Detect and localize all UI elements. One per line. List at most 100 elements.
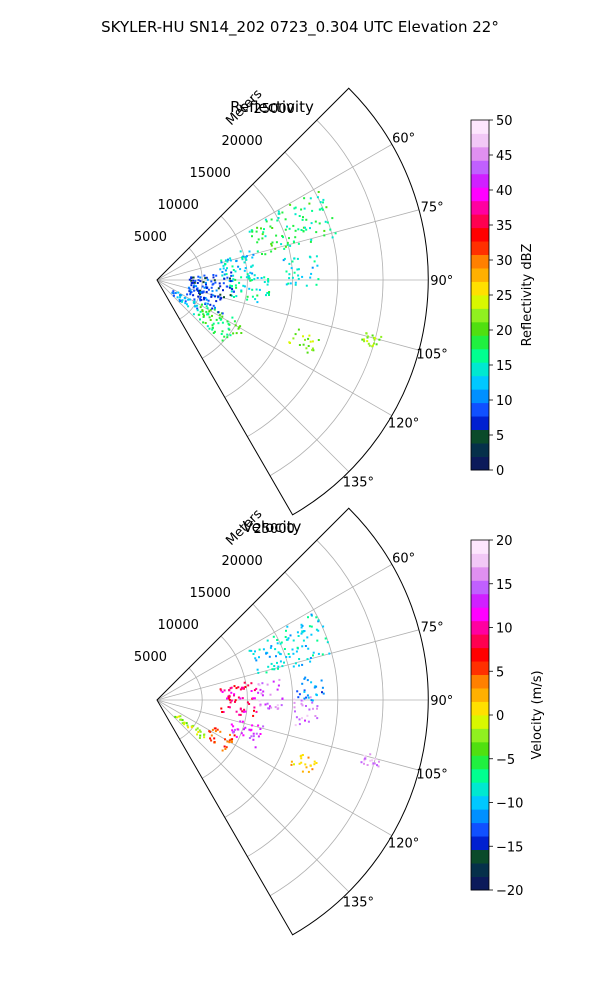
- reflectivity-echo-gate: [309, 340, 312, 343]
- velocity-echo-region-8: [174, 715, 206, 739]
- velocity-echo-gate: [261, 694, 264, 697]
- reflectivity-echo-gate: [267, 278, 270, 280]
- velocity-colorbar-segment: [471, 782, 489, 797]
- reflectivity-echo-gate: [206, 278, 209, 281]
- reflectivity-echo-gate: [325, 206, 328, 209]
- velocity-echo-gate: [294, 710, 296, 713]
- velocity-echo-gate: [316, 717, 319, 720]
- reflectivity-echo-gate: [226, 267, 228, 270]
- reflectivity-echo-gate: [229, 284, 232, 287]
- velocity-echo-gate: [258, 684, 261, 687]
- reflectivity-echo-gate: [249, 271, 252, 274]
- velocity-colorbar-segment: [471, 701, 489, 716]
- velocity-echo-gate: [301, 682, 304, 685]
- reflectivity-azimuth-tick-label: 90°: [430, 274, 453, 289]
- reflectivity-echo-gate: [301, 218, 304, 221]
- reflectivity-echo-gate: [235, 295, 238, 298]
- velocity-echo-gate: [291, 648, 294, 651]
- velocity-echo-gate: [296, 690, 299, 693]
- velocity-echo-gate: [311, 699, 314, 702]
- velocity-echo-gate: [209, 737, 212, 740]
- reflectivity-echo-gate: [372, 336, 375, 339]
- velocity-echo-gate: [179, 715, 182, 718]
- velocity-echo-gate: [242, 686, 245, 689]
- reflectivity-echo-gate: [190, 291, 193, 294]
- velocity-echo-gate: [252, 653, 255, 655]
- reflectivity-range-ring-2: [201, 215, 248, 359]
- reflectivity-echo-gate: [210, 280, 213, 283]
- reflectivity-echo-gate: [208, 327, 211, 330]
- velocity-echo-gate: [230, 691, 233, 694]
- reflectivity-echo-gate: [303, 207, 306, 210]
- velocity-echo-gate: [253, 706, 256, 709]
- reflectivity-echo-gate: [221, 315, 224, 318]
- velocity-echo-gate: [221, 711, 224, 713]
- reflectivity-echo-gate: [283, 247, 286, 250]
- velocity-echo-gate: [285, 638, 288, 641]
- reflectivity-echo-gate: [317, 339, 320, 341]
- reflectivity-echo-gate: [366, 335, 369, 338]
- reflectivity-echo-gate: [181, 299, 184, 302]
- velocity-echo-gate: [360, 761, 363, 764]
- reflectivity-echo-gate: [287, 282, 290, 285]
- velocity-echo-gate: [230, 723, 233, 726]
- velocity-echo-gate: [269, 646, 272, 649]
- velocity-azimuth-tick-label: 135°: [343, 895, 374, 910]
- reflectivity-colorbar-segment: [471, 443, 489, 457]
- reflectivity-echo-gate: [263, 228, 265, 231]
- reflectivity-echo-gate: [298, 344, 301, 346]
- velocity-echo-gate: [221, 691, 224, 693]
- reflectivity-echo-gate: [264, 218, 267, 221]
- velocity-echo-gate: [259, 733, 262, 735]
- velocity-echo-gate: [284, 636, 287, 638]
- velocity-range-ring-4: [247, 571, 339, 857]
- velocity-echo-gate: [307, 696, 310, 699]
- reflectivity-range-ring-4: [247, 151, 339, 437]
- reflectivity-echo-gate: [315, 231, 318, 234]
- velocity-echo-gate: [300, 757, 303, 760]
- reflectivity-echo-gate: [232, 332, 235, 335]
- reflectivity-echo-gate: [215, 300, 218, 303]
- reflectivity-echo-gate: [208, 316, 211, 319]
- velocity-azimuth-gridline-2: [156, 629, 420, 701]
- reflectivity-echo-gate: [331, 236, 334, 239]
- reflectivity-echo-gate: [256, 250, 259, 253]
- reflectivity-echo-gate: [228, 323, 231, 326]
- velocity-echo-gate: [277, 707, 280, 710]
- reflectivity-echo-gate: [224, 269, 227, 272]
- reflectivity-echo-gate: [196, 309, 199, 312]
- reflectivity-echo-gate: [318, 208, 321, 211]
- reflectivity-echo-gate: [374, 337, 377, 340]
- reflectivity-echo-gate: [243, 285, 246, 288]
- velocity-echo-gate: [199, 730, 202, 733]
- reflectivity-echo-gate: [212, 304, 215, 307]
- reflectivity-echo-gate: [225, 285, 228, 288]
- reflectivity-echo-gate: [256, 301, 259, 304]
- reflectivity-echo-gate: [201, 309, 204, 312]
- velocity-echo-gate: [316, 705, 319, 708]
- reflectivity-echo-gate: [265, 220, 268, 223]
- reflectivity-echo-gate: [220, 297, 223, 300]
- velocity-echo-gate: [321, 691, 323, 694]
- velocity-colorbar-tick-label: 10: [496, 622, 513, 637]
- reflectivity-echo-gate: [378, 338, 381, 341]
- reflectivity-echo-gate: [257, 238, 260, 241]
- reflectivity-echo-gate: [214, 295, 216, 298]
- reflectivity-echo-gate: [288, 227, 291, 230]
- velocity-echo-gate: [301, 645, 304, 648]
- reflectivity-echo-gate: [268, 291, 271, 293]
- reflectivity-echo-gate: [254, 298, 257, 301]
- velocity-echo-gate: [181, 722, 184, 725]
- reflectivity-echo-gate: [211, 307, 214, 310]
- reflectivity-echo-gate: [228, 286, 231, 289]
- reflectivity-echo-gate: [205, 283, 207, 286]
- velocity-echo-gate: [309, 660, 312, 663]
- reflectivity-echo-gate: [277, 210, 280, 213]
- velocity-echo-gate: [214, 730, 217, 733]
- velocity-echo-gate: [235, 735, 238, 738]
- velocity-echo-gate: [259, 704, 262, 707]
- reflectivity-echo-gate: [205, 276, 208, 279]
- reflectivity-colorbar-segment: [471, 348, 489, 363]
- reflectivity-echo-gate: [195, 285, 198, 288]
- velocity-echo-gate: [283, 648, 286, 650]
